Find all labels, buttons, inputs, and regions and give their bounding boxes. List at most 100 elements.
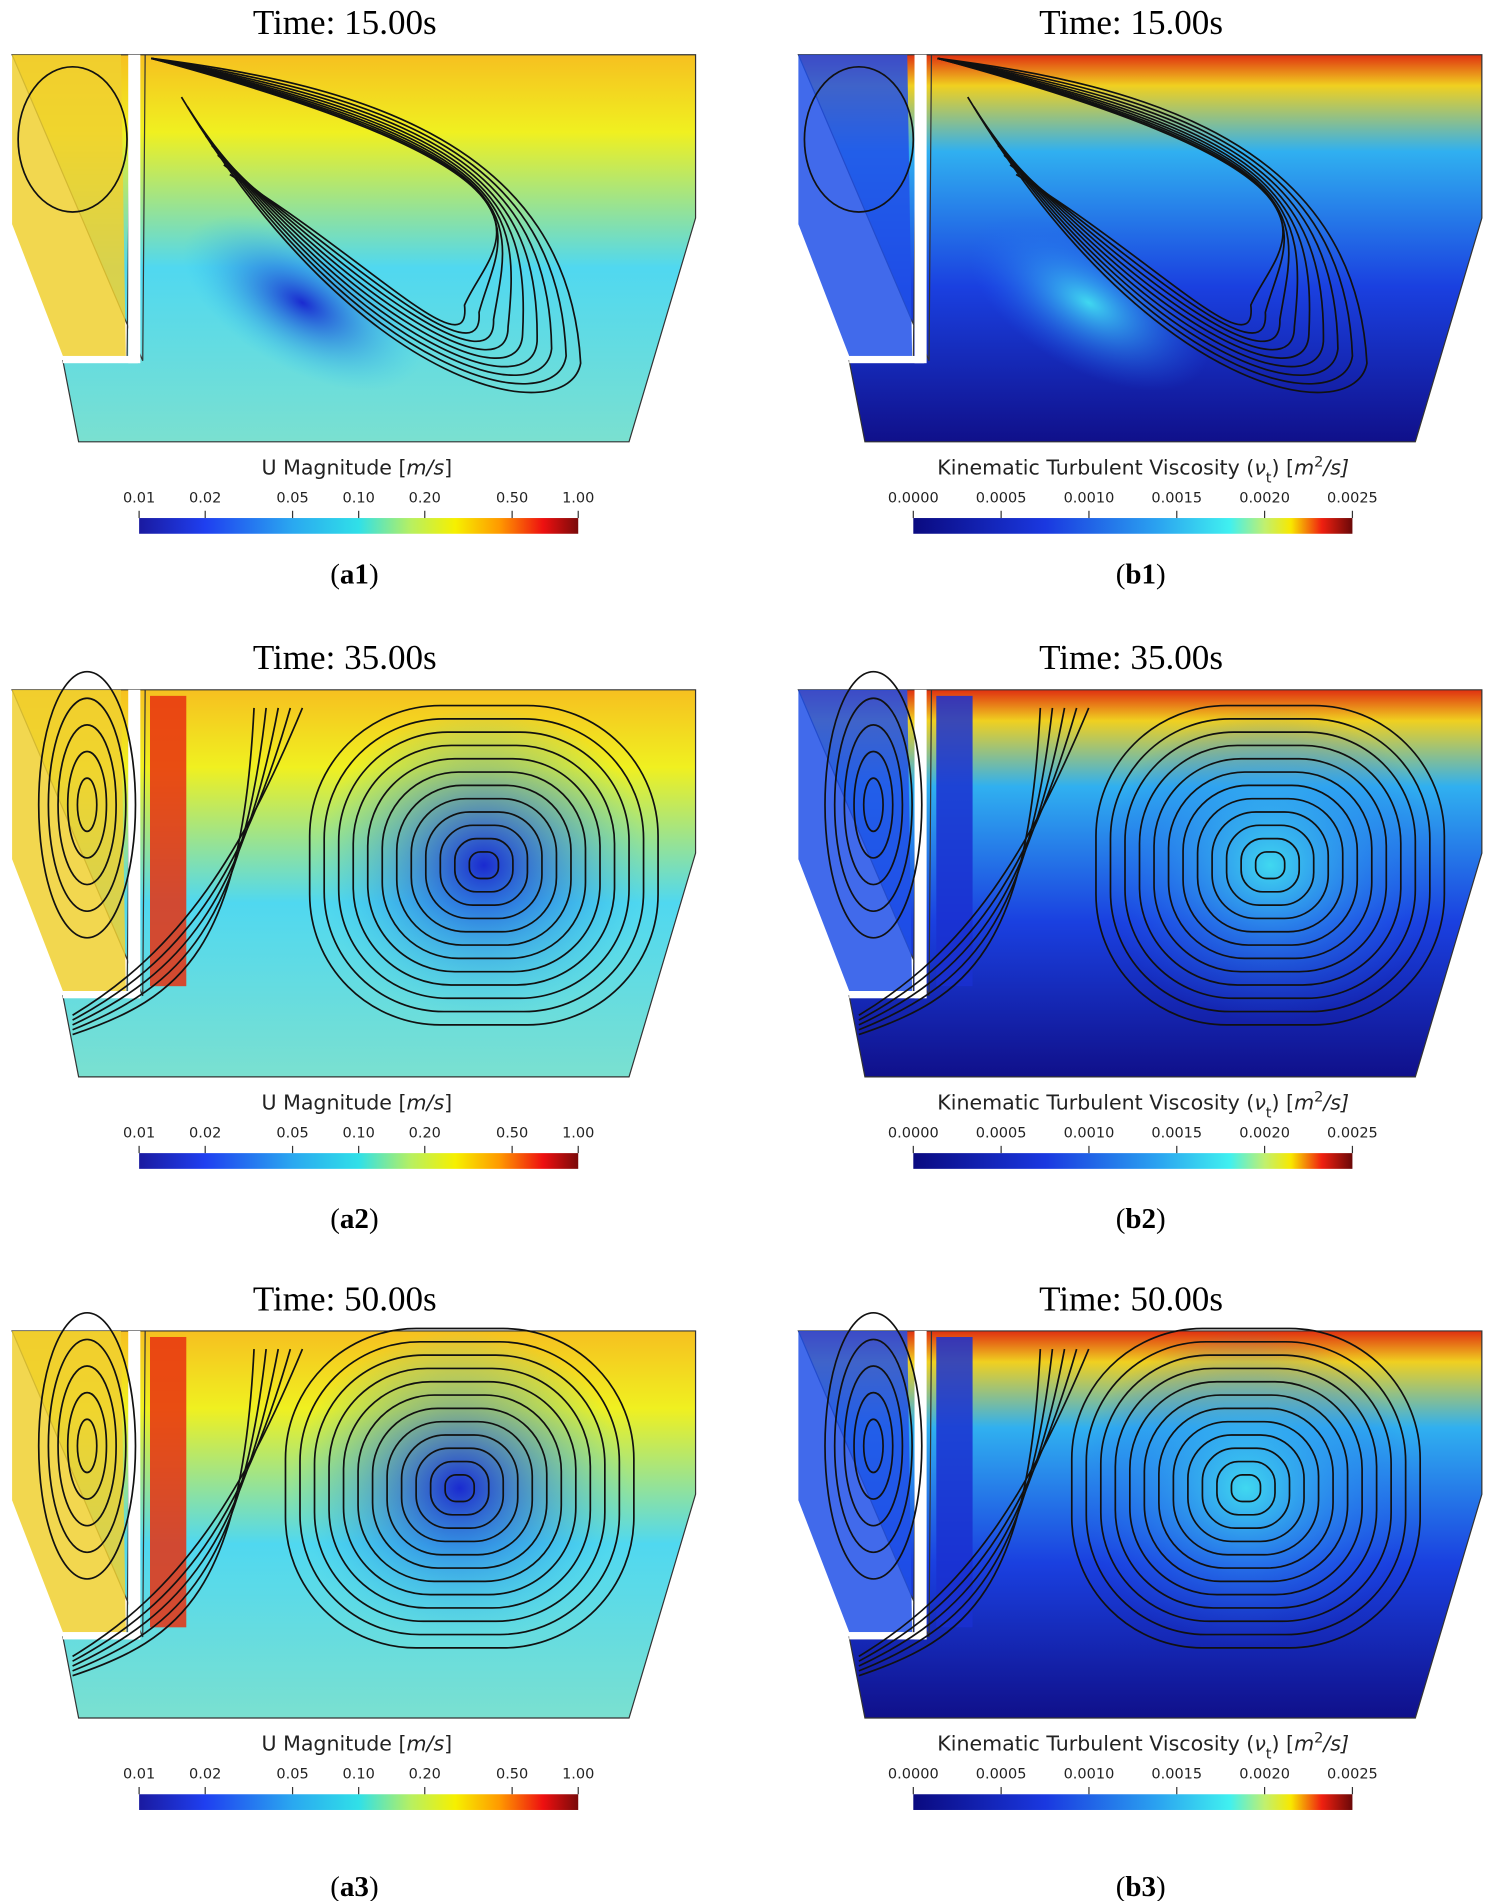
panel-caption: (b2) <box>1116 1203 1166 1235</box>
stream <box>1182 784 1359 946</box>
stream <box>76 1418 98 1474</box>
left-compartment <box>12 689 126 992</box>
label-part: /s] <box>1321 455 1349 479</box>
stream <box>72 1349 255 1677</box>
stream <box>1254 851 1286 880</box>
caption-part: ( <box>330 558 340 590</box>
colorbar-tick-label: 0.05 <box>276 490 308 506</box>
stream <box>415 1447 505 1529</box>
stream <box>937 57 1290 343</box>
stream <box>313 1354 606 1623</box>
label-part: ) [ <box>1272 1732 1295 1756</box>
label-part: m <box>1294 1732 1314 1756</box>
panel: Time: 15.00s Kinematic Turbulent Viscosit… <box>797 3 1483 590</box>
colorbar <box>139 518 579 534</box>
flow-field <box>11 670 697 1078</box>
core <box>290 1330 630 1646</box>
label-part: /s] <box>1321 1091 1349 1115</box>
colorbar-tick-label: 0.02 <box>189 1125 221 1141</box>
stream <box>72 1348 304 1658</box>
stream <box>858 1349 1042 1677</box>
stream <box>151 57 538 368</box>
core <box>314 707 654 1023</box>
stream <box>151 57 512 351</box>
panel: Time: 50.00s U Magnitude [m/s] 0.01 0.02 0.0… <box>11 1279 697 1901</box>
caption-part: a1 <box>340 558 369 590</box>
stream <box>424 811 543 920</box>
stream <box>937 57 1325 368</box>
core <box>968 214 1209 391</box>
colorbar-tick-label: 1.00 <box>562 1767 594 1783</box>
stream <box>853 1391 894 1500</box>
colorbar <box>913 518 1353 534</box>
stream <box>803 65 915 213</box>
colorbar-tick-label: 0.0005 <box>976 1767 1027 1783</box>
stream <box>151 57 504 343</box>
flow-field <box>11 54 697 443</box>
stream <box>76 777 98 833</box>
stream <box>937 57 1354 385</box>
stream <box>833 1338 913 1554</box>
jet <box>150 1336 187 1628</box>
stream <box>1099 1354 1392 1623</box>
stream <box>858 707 1078 1021</box>
jet <box>150 695 187 987</box>
panel: Time: 15.00s U Magnitude [m/s] 0.01 0.02 0.0… <box>11 3 697 590</box>
label-part: ] <box>444 455 452 479</box>
colorbar-tick-label: 0.05 <box>276 1125 308 1141</box>
colorbar-label: U Magnitude [m/s] <box>262 1091 453 1115</box>
stream <box>323 718 645 1013</box>
label-part: U Magnitude [ <box>262 455 407 479</box>
label-part: ν <box>1254 455 1265 479</box>
caption-part: ) <box>1156 1203 1166 1235</box>
stream <box>342 1380 577 1596</box>
stream <box>937 57 1284 326</box>
stream <box>858 1348 1054 1672</box>
stream <box>858 707 1054 1031</box>
panel-caption: (b3) <box>1116 1871 1166 1901</box>
colorbar-tick-label: 0.0015 <box>1151 1767 1202 1783</box>
stream <box>72 707 267 1031</box>
colorbar-tick-label: 0.0020 <box>1239 1125 1290 1141</box>
stream <box>468 851 500 880</box>
colorbar-tick-label: 0.50 <box>496 490 528 506</box>
panel-title: Time: 15.00s <box>253 3 437 42</box>
stream <box>1158 1407 1334 1569</box>
stream <box>386 1420 534 1556</box>
label-part: t <box>1266 1747 1272 1763</box>
colorbar-label: U Magnitude [m/s] <box>262 1732 453 1756</box>
stream <box>1201 1447 1291 1529</box>
stream <box>937 57 1339 377</box>
stream <box>151 57 567 385</box>
label-part: U Magnitude [ <box>262 1091 407 1115</box>
caption-part: b2 <box>1125 1203 1156 1235</box>
stream <box>17 65 128 213</box>
stream <box>1187 1434 1305 1543</box>
colorbar-tick-label: 0.0000 <box>888 490 939 506</box>
label-part: m <box>1294 455 1314 479</box>
caption-part: ( <box>1116 1871 1126 1901</box>
stream <box>858 1348 1066 1667</box>
stream <box>1114 1367 1378 1609</box>
colorbar-tick-label: 0.01 <box>123 490 155 506</box>
caption-part: a3 <box>340 1871 369 1901</box>
left-compartment <box>798 1330 913 1633</box>
stream <box>1172 1420 1320 1556</box>
stream <box>1109 718 1431 1013</box>
stream <box>1085 1340 1407 1636</box>
stream <box>853 750 894 859</box>
colorbar-label: U Magnitude [m/s] <box>262 455 453 479</box>
label-part: 2 <box>1314 1090 1323 1106</box>
stream <box>395 784 572 946</box>
colorbar-tick-label: 0.0015 <box>1151 490 1202 506</box>
colorbar-label: Kinematic Turbulent Viscosity (νt) [m2/s… <box>937 1731 1349 1763</box>
flow-field <box>797 670 1483 1078</box>
colorbar-tick-label: 0.0015 <box>1151 1125 1202 1141</box>
stream <box>937 57 1299 351</box>
stream <box>381 771 587 960</box>
stream <box>37 670 137 939</box>
panel-caption: (a1) <box>330 558 378 590</box>
panel-title: Time: 35.00s <box>1039 638 1223 677</box>
baffle-gap <box>128 54 141 364</box>
